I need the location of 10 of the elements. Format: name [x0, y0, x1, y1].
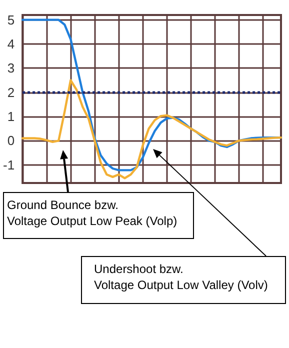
- y-tick-label: -1: [2, 157, 15, 172]
- text: Ground Bounce bzw. Voltage Output Low Peak (Volp): [3, 192, 194, 239]
- text: Undershoot bzw. Voltage Output Low Valley (Volv): [81, 256, 286, 304]
- y-tick-label: 1: [7, 109, 15, 124]
- y-tick-label: 5: [7, 12, 15, 28]
- y-tick-label: 3: [7, 60, 15, 76]
- y-tick-label: 2: [7, 84, 15, 100]
- y-tick-label: 0: [7, 133, 15, 148]
- line-series: [21, 79, 282, 180]
- y-tick-label: 4: [7, 36, 15, 52]
